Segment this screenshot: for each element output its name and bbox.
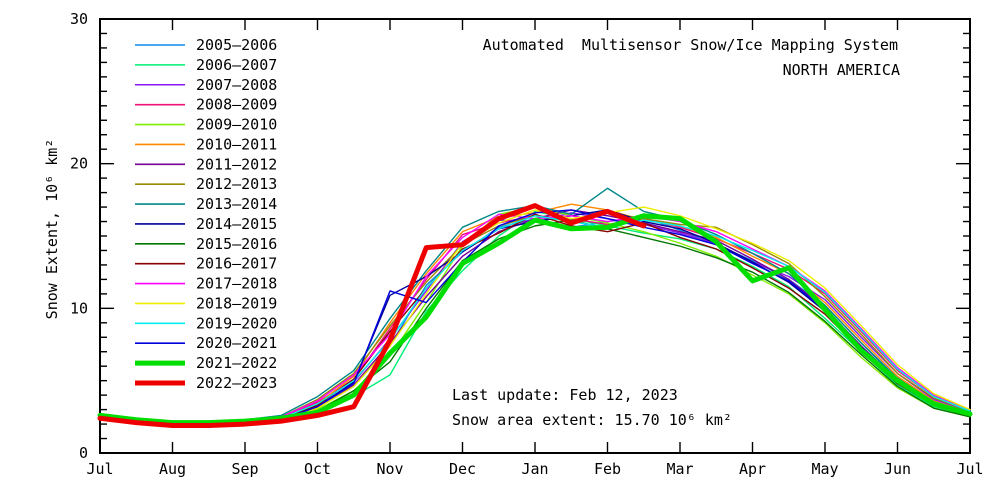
legend-label-2011–2012: 2011–2012 (196, 155, 277, 173)
x-tick-label: Nov (376, 460, 403, 478)
legend-label-2016–2017: 2016–2017 (196, 255, 277, 273)
legend-label-2019–2020: 2019–2020 (196, 314, 277, 332)
legend-label-2007–2008: 2007–2008 (196, 76, 277, 94)
legend-label-2020–2021: 2020–2021 (196, 334, 277, 352)
x-tick-label: May (811, 460, 838, 478)
legend-label-2017–2018: 2017–2018 (196, 275, 277, 293)
x-tick-label: Dec (449, 460, 476, 478)
y-tick-label: 20 (70, 155, 88, 173)
legend-label-2015–2016: 2015–2016 (196, 235, 277, 253)
snow-area-extent-annotation: Snow area extent: 15.70 10⁶ km² (452, 411, 732, 429)
x-tick-label: Sep (231, 460, 258, 478)
y-axis-label: Snow Extent, 10⁶ km² (43, 138, 61, 320)
legend-label-2009–2010: 2009–2010 (196, 116, 277, 134)
chart-subtitle-region: NORTH AMERICA (782, 61, 900, 79)
y-tick-label: 10 (70, 299, 88, 317)
series-line-2021–2022 (97, 213, 973, 426)
legend-label-2022–2023: 2022–2023 (196, 374, 277, 392)
x-tick-label: Jan (521, 460, 548, 478)
x-tick-label: Jul (86, 460, 113, 478)
legend-label-2005–2006: 2005–2006 (196, 36, 277, 54)
x-tick-label: Oct (304, 460, 331, 478)
chart-title: Automated Multisensor Snow/Ice Mapping S… (482, 36, 898, 54)
legend-label-2014–2015: 2014–2015 (196, 215, 277, 233)
legend-label-2008–2009: 2008–2009 (196, 96, 277, 114)
y-tick-label: 0 (79, 444, 88, 462)
x-tick-label: Mar (666, 460, 693, 478)
legend-label-2012–2013: 2012–2013 (196, 175, 277, 193)
legend-label-2021–2022: 2021–2022 (196, 354, 277, 372)
y-tick-label: 30 (70, 10, 88, 28)
legend-label-2013–2014: 2013–2014 (196, 195, 277, 213)
legend-label-2010–2011: 2010–2011 (196, 135, 277, 153)
x-tick-label: Apr (739, 460, 766, 478)
x-tick-label: Feb (594, 460, 621, 478)
x-tick-label: Jun (884, 460, 911, 478)
legend-label-2006–2007: 2006–2007 (196, 56, 277, 74)
series-line-2022–2023 (97, 203, 647, 429)
x-tick-label: Jul (956, 460, 983, 478)
last-update-annotation: Last update: Feb 12, 2023 (452, 386, 678, 404)
x-tick-label: Aug (159, 460, 186, 478)
legend-label-2018–2019: 2018–2019 (196, 294, 277, 312)
